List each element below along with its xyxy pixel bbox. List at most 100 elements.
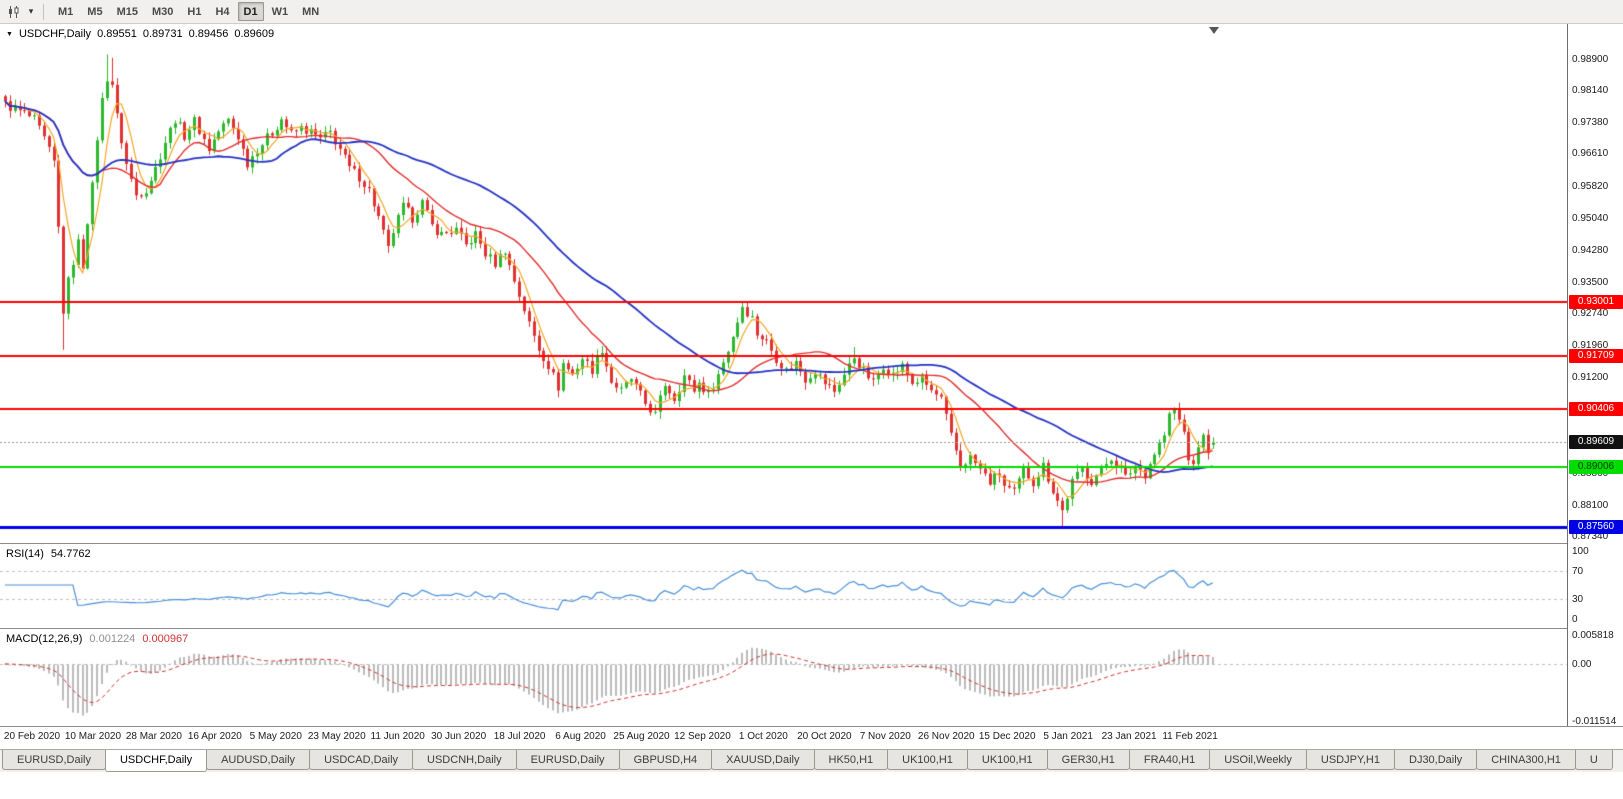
candlestick-chart-icon <box>9 5 19 18</box>
chart-tab-usdjpy-h1[interactable]: USDJPY,H1 <box>1305 750 1395 770</box>
price-scale-label: 0.87340 <box>1572 531 1609 542</box>
price-scale-label: 0.98900 <box>1572 54 1609 65</box>
date-axis-label: 23 May 2020 <box>307 731 366 742</box>
price-scale-label: 0.94280 <box>1572 244 1609 256</box>
chart-tab-bar: EURUSD,Daily USDCHF,Daily AUDUSD,Daily USDC… <box>0 749 1623 772</box>
timeframe-toolbar: ▾ M1 M5 M15 M30 H1 H4 D1 W1 MN <box>0 0 1623 24</box>
price-scale-label: 0.92740 <box>1572 308 1609 320</box>
date-axis-label: 20 Oct 2020 <box>797 731 852 742</box>
date-axis-label: 30 Jun 2020 <box>431 731 487 742</box>
chart-title: ▼ USDCHF,Daily 0.89551 0.89731 0.89456 0… <box>6 28 274 40</box>
rsi-scale-label: 30 <box>1572 593 1584 605</box>
chart-tab-audusd-daily[interactable]: AUDUSD,Daily <box>206 750 311 770</box>
timeframe-button-h1[interactable]: H1 <box>187 6 202 18</box>
chart-tab-u[interactable]: U <box>1574 750 1613 770</box>
rsi-current-value: 54.7762 <box>50 548 91 560</box>
chart-tab-usoil-weekly[interactable]: USOil,Weekly <box>1209 750 1307 770</box>
date-axis-label: 10 Mar 2020 <box>64 731 122 742</box>
macd-indicator-label: MACD(12,26,9) 0.001224 0.000967 <box>6 633 188 645</box>
timeframe-button-m1[interactable]: M1 <box>58 6 74 18</box>
collapse-triangle-icon[interactable]: ▼ <box>6 30 13 38</box>
pane-divider[interactable] <box>0 543 1623 544</box>
chart-tab-hk50-h1[interactable]: HK50,H1 <box>813 750 889 770</box>
ohlc-close-value: 0.89609 <box>234 28 275 40</box>
chart-symbol-label: USDCHF,Daily <box>18 28 92 40</box>
hline-price-tag: 0.93001 <box>1569 295 1623 310</box>
price-scale-label: 0.93500 <box>1572 276 1609 288</box>
chart-tab-uk100-h1[interactable]: UK100,H1 <box>887 750 968 770</box>
date-axis-label: 5 Jan 2021 <box>1043 731 1093 742</box>
chart-shift-marker-icon[interactable] <box>1209 27 1219 34</box>
date-axis-label: 12 Sep 2020 <box>674 731 731 742</box>
timeframe-button-m5[interactable]: M5 <box>87 6 103 18</box>
date-axis-label: 23 Jan 2021 <box>1101 731 1157 742</box>
macd-scale-label: 0.005818 <box>1572 630 1614 641</box>
date-axis-label: 18 Jul 2020 <box>493 731 546 742</box>
chart-tab-fra40-h1[interactable]: FRA40,H1 <box>1128 750 1211 770</box>
date-axis-label: 5 May 2020 <box>249 731 302 742</box>
price-scale-label: 0.95820 <box>1572 181 1609 193</box>
date-axis-label: 20 Feb 2020 <box>3 731 61 742</box>
chart-type-button[interactable] <box>4 2 24 22</box>
timeframe-button-m30[interactable]: M30 <box>151 6 174 18</box>
chart-tab-eurusd-daily[interactable]: EURUSD,Daily <box>2 750 106 770</box>
chart-tab-uk100-h1[interactable]: UK100,H1 <box>966 750 1048 770</box>
chart-tab-usdcnh-daily[interactable]: USDCNH,Daily <box>412 750 517 770</box>
toolbar-separator <box>43 3 44 20</box>
date-axis-label: 11 Jun 2020 <box>370 731 425 742</box>
date-axis-label: 26 Nov 2020 <box>917 731 975 742</box>
rsi-name-label: RSI(14) <box>6 548 44 560</box>
ohlc-open-value: 0.89551 <box>97 28 137 40</box>
chart-tab-china300-h1[interactable]: CHINA300,H1 <box>1476 750 1576 770</box>
macd-name-label: MACD(12,26,9) <box>6 633 83 645</box>
chart-type-dropdown-icon[interactable]: ▾ <box>28 6 34 16</box>
rsi-indicator-chart[interactable] <box>0 544 1567 628</box>
price-scale-label: 0.91960 <box>1572 340 1609 352</box>
current-price-tag: 0.89609 <box>1569 435 1623 450</box>
main-price-chart[interactable] <box>0 24 1567 543</box>
macd-current-value: 0.001224 <box>89 633 136 645</box>
chart-tab-ger30-h1[interactable]: GER30,H1 <box>1046 750 1130 770</box>
date-axis-label: 16 Apr 2020 <box>187 731 242 742</box>
hline-price-tag: 0.90406 <box>1569 402 1623 417</box>
date-axis-label: 25 Aug 2020 <box>613 731 670 742</box>
pane-divider[interactable] <box>0 628 1623 629</box>
chart-window: ▼ USDCHF,Daily 0.89551 0.89731 0.89456 0… <box>0 24 1623 746</box>
chart-tab-xauusd-daily[interactable]: XAUUSD,Daily <box>711 750 815 770</box>
timeframe-button-d1[interactable]: D1 <box>237 2 264 21</box>
hline-price-tag: 0.89006 <box>1569 460 1623 475</box>
date-axis-label: 15 Dec 2020 <box>978 731 1036 742</box>
date-axis-label: 6 Aug 2020 <box>555 731 606 742</box>
rsi-scale-label: 100 <box>1572 546 1589 557</box>
rsi-scale-label: 70 <box>1572 566 1584 578</box>
date-axis-label: 28 Mar 2020 <box>125 731 182 742</box>
price-scale-label: 0.96610 <box>1572 148 1609 160</box>
time-scale[interactable]: 20 Feb 2020 10 Mar 2020 28 Mar 2020 16 Apr … <box>0 726 1623 746</box>
rsi-scale-label: 0 <box>1572 614 1578 625</box>
timeframe-button-mn[interactable]: MN <box>302 6 320 18</box>
chart-tab-usdchf-daily[interactable]: USDCHF,Daily <box>104 750 208 772</box>
date-axis-label: 11 Feb 2021 <box>1162 731 1218 742</box>
ohlc-high-value: 0.89731 <box>142 28 183 40</box>
price-scale-label: 0.97380 <box>1572 116 1609 128</box>
ohlc-low-value: 0.89456 <box>188 28 229 40</box>
date-axis-label: 1 Oct 2020 <box>738 731 788 742</box>
price-scale[interactable]: 0.98900 0.98140 0.97380 0.96610 0.95820 0.950… <box>1567 24 1623 727</box>
hline-price-tag: 0.91709 <box>1569 348 1623 363</box>
chart-tab-gbpusd-h4[interactable]: GBPUSD,H4 <box>618 750 713 770</box>
hline-price-tag: 0.87560 <box>1569 519 1623 534</box>
chart-tab-usdcad-daily[interactable]: USDCAD,Daily <box>309 750 414 770</box>
macd-indicator-chart[interactable] <box>0 629 1567 726</box>
price-scale-label: 0.95040 <box>1572 213 1609 225</box>
macd-scale-label: -0.011514 <box>1572 716 1617 727</box>
macd-signal-value: 0.000967 <box>142 633 189 645</box>
timeframe-button-h4[interactable]: H4 <box>215 6 230 18</box>
macd-scale-label: 0.00 <box>1572 658 1592 670</box>
timeframe-button-m15[interactable]: M15 <box>116 6 138 18</box>
chart-tab-eurusd-daily[interactable]: EURUSD,Daily <box>515 750 620 770</box>
price-scale-label: 0.98140 <box>1572 85 1609 97</box>
timeframe-button-w1[interactable]: W1 <box>271 6 289 18</box>
chart-tab-dj30-daily[interactable]: DJ30,Daily <box>1394 750 1478 770</box>
price-scale-label: 0.91200 <box>1572 371 1609 383</box>
